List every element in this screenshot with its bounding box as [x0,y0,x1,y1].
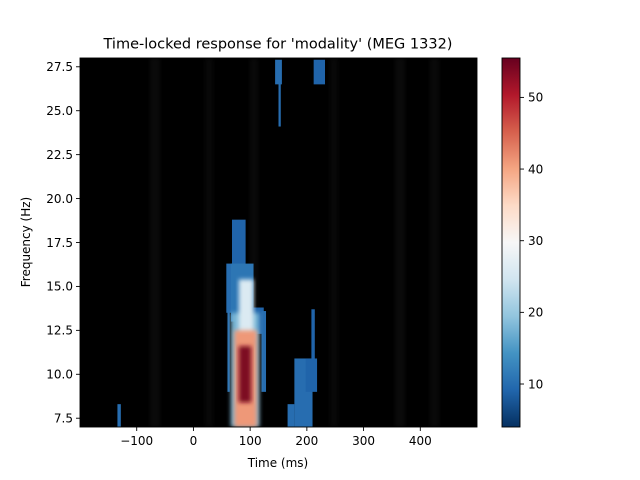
x-axis-label: Time (ms) [247,456,309,470]
colorbar-tick-label-4: 50 [528,91,543,105]
significant-clusters [117,59,326,427]
y-tick-label-0: 7.5 [54,412,73,426]
x-tick-label-1: 0 [190,434,198,448]
cluster-14 [117,404,121,427]
y-tick-label-2: 12.5 [46,324,73,338]
x-tick-label-2: 100 [239,434,262,448]
y-tick-label-8: 27.5 [46,60,73,74]
cluster-2 [231,219,246,268]
colorbar-frame [501,57,521,428]
y-tick-label-7: 25.0 [46,104,73,118]
cluster-9 [238,346,252,403]
cluster-12 [305,358,318,392]
colorbar: 10 20 30 40 50 [501,57,543,428]
y-axis-label: Frequency (Hz) [19,197,33,288]
cluster-17 [313,59,326,85]
x-tick-label-4: 300 [352,434,375,448]
y-tick-label-5: 20.0 [46,192,73,206]
x-tick-label-3: 200 [295,434,318,448]
y-tick-label-4: 17.5 [46,236,73,250]
colorbar-tick-label-0: 10 [528,377,543,391]
cluster-1 [227,307,230,392]
colorbar-tick-label-3: 40 [528,162,543,176]
x-tick-label-5: 400 [409,434,432,448]
faint-streaks [150,58,405,427]
x-tick-label-0: −100 [120,434,153,448]
plot-area [79,57,478,428]
cluster-15 [275,59,282,85]
y-tick-label-6: 22.5 [46,148,73,162]
chart-title: Time-locked response for 'modality' (MEG… [103,37,453,53]
y-axis: 7.5 10.0 12.5 15.0 17.5 20.0 22.5 25.0 27.5 [46,60,80,426]
x-axis: −100 0 100 200 300 400 [120,427,432,448]
cluster-5 [261,311,267,392]
y-tick-label-3: 15.0 [46,280,73,294]
cluster-7 [238,279,254,340]
colorbar-tick-label-2: 30 [528,234,543,248]
cluster-10 [287,404,295,427]
colorbar-gradient [502,58,520,427]
cluster-0 [226,263,232,313]
colorbar-tick-label-1: 20 [528,306,543,320]
cluster-16 [278,82,281,127]
cluster-13 [311,309,315,366]
colorbar-ticks: 10 20 30 40 50 [520,91,543,391]
y-tick-label-1: 10.0 [46,368,73,382]
